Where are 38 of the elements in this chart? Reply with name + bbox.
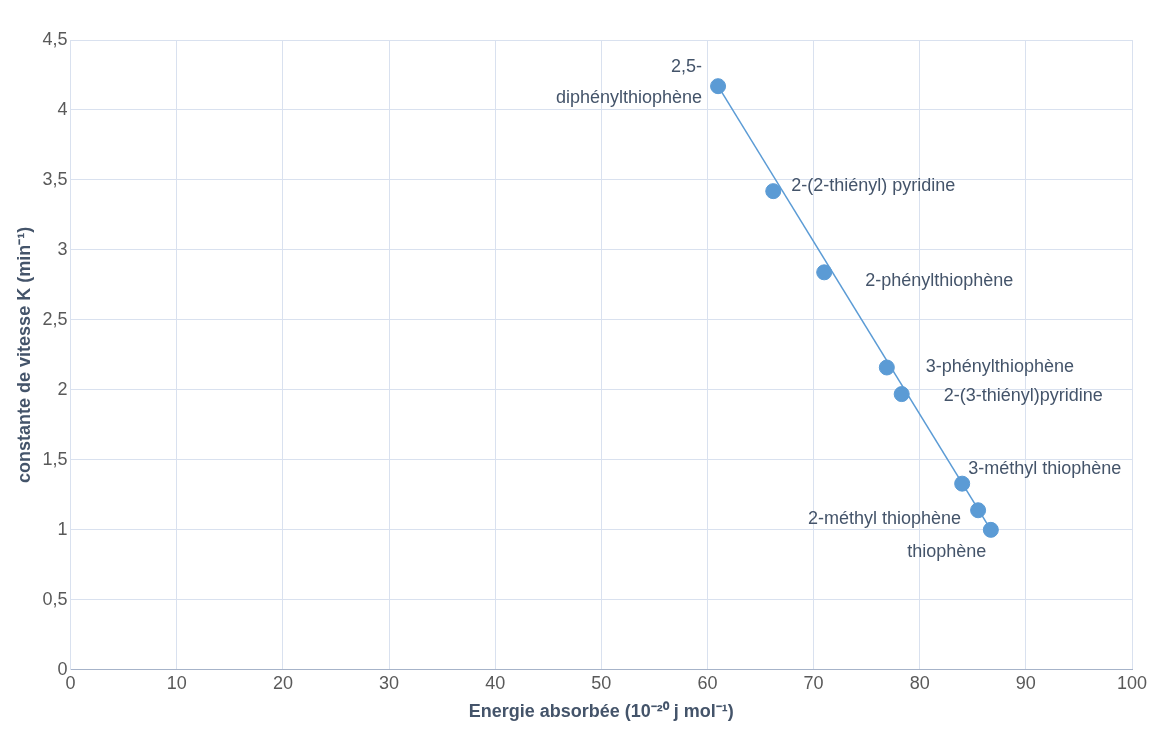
y-tick-label: 4,5 <box>42 28 68 49</box>
annotation: 3-méthyl thiophène <box>968 457 1122 478</box>
x-tick-label: 60 <box>697 672 718 693</box>
annotation: 2-(3-thiényl)pyridine <box>943 385 1103 406</box>
y-tick-label: 4 <box>57 98 68 119</box>
annotation: 2-méthyl thiophène <box>807 508 962 529</box>
y-tick-label: 1,5 <box>42 448 68 469</box>
x-tick-label: 20 <box>272 672 293 693</box>
y-tick-label: 0 <box>57 658 68 679</box>
x-tick-label: 40 <box>485 672 506 693</box>
annotation: 3-phénylthiophène <box>925 356 1074 377</box>
point <box>954 475 971 492</box>
y-tick-label: 0,5 <box>42 588 68 609</box>
x-tick-label: 90 <box>1015 672 1036 693</box>
annotation: thiophène <box>907 540 987 561</box>
y-tick-label: 1 <box>57 518 68 539</box>
point <box>710 78 727 95</box>
y-tick-label: 2 <box>57 378 68 399</box>
point <box>816 264 833 281</box>
x-tick-label: 80 <box>909 672 930 693</box>
x-tick-label: 50 <box>591 672 612 693</box>
y-tick-label: 3 <box>57 238 68 259</box>
annotation: 2-phénylthiophène <box>865 270 1014 291</box>
y-axis-title: constante de vitesse K (min⁻¹) <box>13 226 34 483</box>
x-tick-label: 30 <box>379 672 400 693</box>
point <box>765 183 782 200</box>
point <box>878 359 895 376</box>
point <box>970 502 987 519</box>
annotation: 2,5-diphénylthiophène <box>555 55 703 107</box>
point <box>982 521 999 538</box>
annotation: 2-(2-thiényl) pyridine <box>791 175 956 196</box>
x-tick-label: 10 <box>166 672 187 693</box>
y-tick-label: 3,5 <box>42 168 68 189</box>
y-tick-label: 2,5 <box>42 308 68 329</box>
x-tick-label: 70 <box>803 672 824 693</box>
point <box>893 386 910 403</box>
x-tick-label: 100 <box>1116 672 1148 693</box>
x-axis-title: Energie absorbée (10⁻²⁰ j mol⁻¹) <box>468 701 734 722</box>
